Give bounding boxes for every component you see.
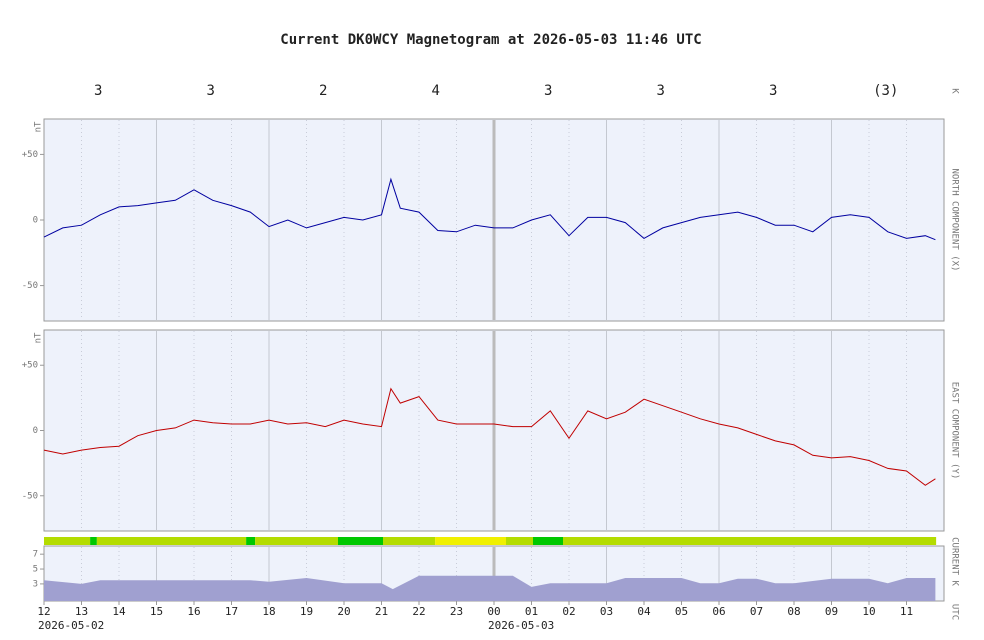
status-segment [506,537,533,545]
x-tick-label: 02 [562,605,575,618]
status-segment [246,537,256,545]
x-axis-label: UTC [950,604,960,620]
status-segment [435,537,506,545]
y-unit: nT [34,121,44,132]
x-tick-label: 07 [750,605,763,618]
x-tick-label: 01 [525,605,538,618]
x-tick-label: 04 [637,605,651,618]
date-label: 2026-05-02 [38,619,104,632]
y-tick-label: 3 [33,579,38,589]
x-tick-label: 03 [600,605,613,618]
status-segment [533,537,563,545]
x-tick-label: 23 [450,605,463,618]
x-tick-label: 18 [262,605,275,618]
x-tick-label: 16 [187,605,200,618]
k-index-value: (3) [873,83,898,99]
k-index-value: 3 [94,83,102,99]
status-segment [563,537,937,545]
y-tick-label: +50 [22,361,38,371]
x-tick-label: 22 [412,605,425,618]
chart-title: Current DK0WCY Magnetogram at 2026-05-03… [280,32,701,48]
y-tick-label: -50 [22,491,38,501]
y-tick-label: -50 [22,281,38,291]
status-segment [96,537,247,545]
y-tick-label: 7 [33,550,38,560]
x-tick-label: 17 [225,605,238,618]
x-tick-label: 00 [487,605,500,618]
status-segment [338,537,383,545]
k-index-value: 3 [207,83,215,99]
k-index-value: 3 [544,83,552,99]
k-index-value: 3 [769,83,777,99]
x-tick-label: 20 [337,605,350,618]
x-tick-label: 13 [75,605,88,618]
data-line [43,387,936,486]
status-segment [44,537,91,545]
x-tick-label: 15 [150,605,163,618]
k-index-label: K [950,88,960,94]
date-label: 2026-05-03 [488,619,554,632]
y-unit: nT [34,332,44,343]
y-axis-label: EAST COMPONENT (Y) [950,382,960,480]
x-tick-label: 06 [712,605,725,618]
x-tick-label: 19 [300,605,313,618]
x-tick-label: 05 [675,605,688,618]
x-tick-label: 12 [37,605,50,618]
y-axis-label: CURRENT K [950,537,960,586]
status-segment [255,537,338,545]
k-index-value: 3 [657,83,665,99]
k-index-value: 2 [319,83,327,99]
x-tick-label: 10 [862,605,875,618]
status-segment [90,537,97,545]
data-line [43,177,936,241]
x-tick-label: 09 [825,605,838,618]
y-axis-label: NORTH COMPONENT (X) [950,169,960,272]
y-tick-label: +50 [22,150,38,160]
k-index-value: 4 [432,83,440,99]
data-area [44,575,936,601]
y-tick-label: 0 [33,426,38,436]
x-tick-label: 14 [112,605,126,618]
x-tick-label: 11 [900,605,913,618]
x-tick-label: 21 [375,605,388,618]
x-tick-label: 08 [787,605,800,618]
y-tick-label: 5 [33,565,38,575]
y-tick-label: 0 [33,216,38,226]
status-segment [383,537,436,545]
